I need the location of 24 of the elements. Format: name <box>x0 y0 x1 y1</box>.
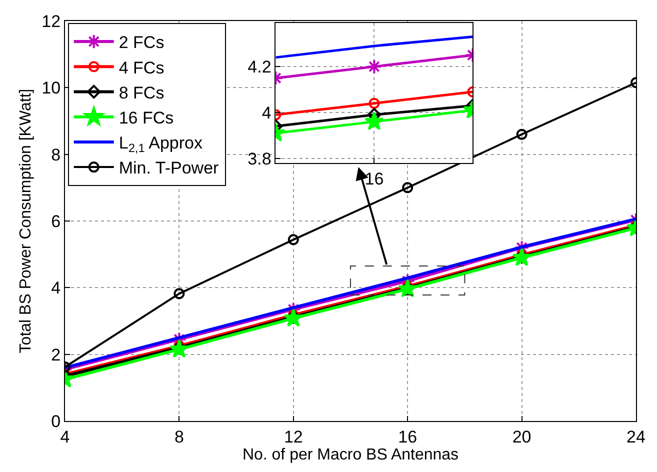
y-tick-label: 12 <box>42 12 61 31</box>
y-axis-title: Total BS Power Consumption [KWatt] <box>18 88 35 354</box>
y-tick-label: 0 <box>51 412 61 431</box>
x-tick-label: 20 <box>512 427 532 446</box>
legend-label: L$_{2,1}$ Approx <box>118 134 204 156</box>
legend-label: 16 FCs <box>118 108 174 128</box>
x-tick-label: 16 <box>398 427 418 446</box>
y-tick-label: 6 <box>51 212 61 231</box>
y-tick-label: 4 <box>51 278 61 298</box>
x-tick-label: 12 <box>284 427 303 446</box>
legend-label: 4 FCs <box>118 58 164 78</box>
x-tick-label: 24 <box>626 427 646 446</box>
y-tick-label: 2 <box>51 345 61 364</box>
y-tick-label: 4.2 <box>248 58 272 77</box>
x-tick-label: 16 <box>364 169 384 188</box>
legend-label: Min. T-Power <box>118 158 220 178</box>
x-tick-label: 8 <box>174 427 184 446</box>
y-tick-label: 8 <box>51 145 61 164</box>
legend-label: 2 FCs <box>118 33 164 52</box>
y-tick-label: 4 <box>262 103 272 122</box>
legend-label: 8 FCs <box>118 83 164 102</box>
y-tick-label: 10 <box>42 78 61 98</box>
y-tick-label: 3.8 <box>248 149 272 168</box>
x-axis-title: No. of per Macro BS Antennas <box>242 446 459 464</box>
